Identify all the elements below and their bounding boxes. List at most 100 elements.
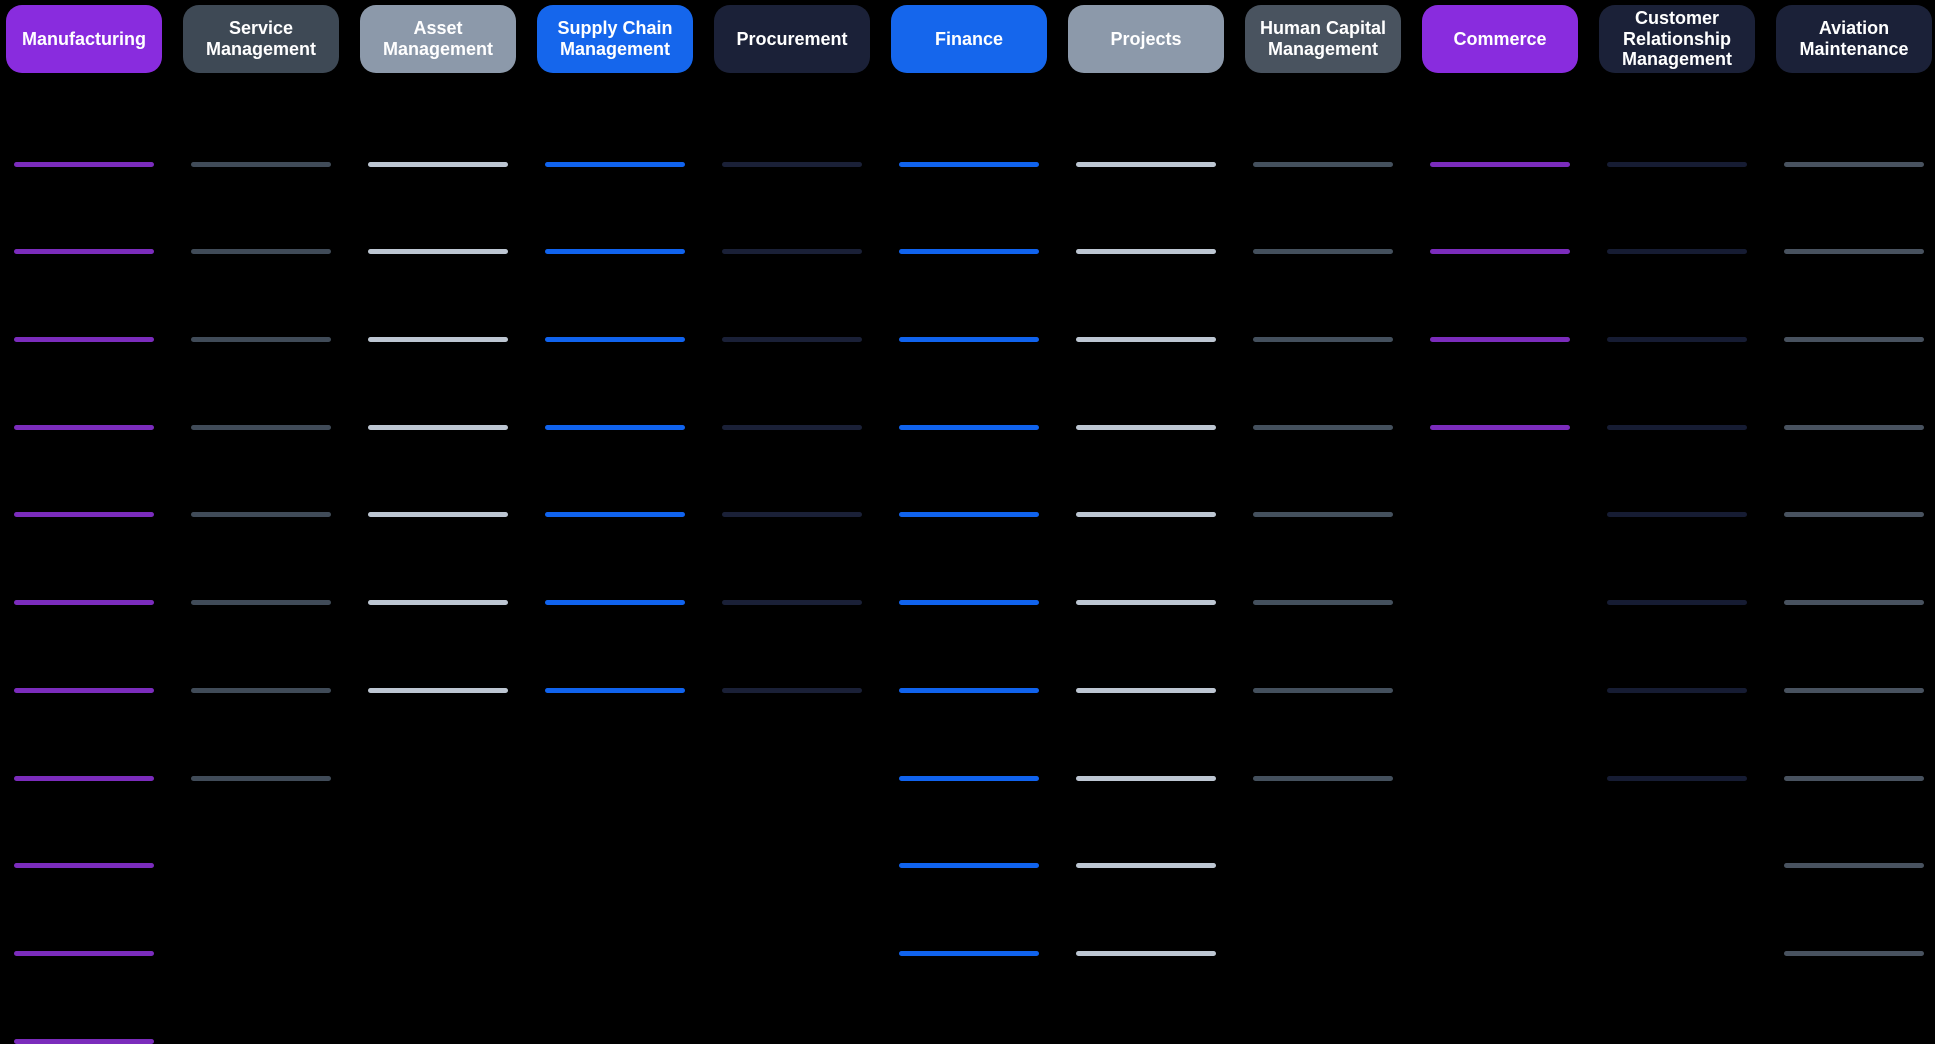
list-item[interactable] xyxy=(1245,693,1401,781)
list-item[interactable] xyxy=(1422,79,1578,167)
list-item[interactable] xyxy=(714,79,870,167)
list-item[interactable] xyxy=(1776,342,1932,430)
list-item[interactable] xyxy=(891,342,1047,430)
list-item[interactable] xyxy=(183,517,339,606)
list-item[interactable] xyxy=(1068,781,1224,869)
list-item[interactable] xyxy=(360,517,516,606)
list-item[interactable] xyxy=(1068,605,1224,693)
list-item[interactable] xyxy=(6,342,162,430)
list-item[interactable] xyxy=(183,605,339,693)
list-item[interactable] xyxy=(1068,868,1224,956)
list-item[interactable] xyxy=(714,254,870,343)
list-item[interactable] xyxy=(714,342,870,430)
list-item[interactable] xyxy=(714,167,870,255)
list-item[interactable] xyxy=(6,167,162,255)
list-item[interactable] xyxy=(183,693,339,781)
list-item[interactable] xyxy=(1599,254,1755,343)
list-item[interactable] xyxy=(1599,605,1755,693)
list-item[interactable] xyxy=(1776,693,1932,781)
list-item[interactable] xyxy=(1599,79,1755,167)
list-item[interactable] xyxy=(1776,517,1932,606)
list-item[interactable] xyxy=(6,693,162,781)
list-item[interactable] xyxy=(1068,430,1224,518)
list-item[interactable] xyxy=(891,605,1047,693)
list-item[interactable] xyxy=(537,79,693,167)
pill-finance[interactable]: Finance xyxy=(891,5,1047,73)
list-item[interactable] xyxy=(1245,605,1401,693)
list-item[interactable] xyxy=(1245,79,1401,167)
list-item[interactable] xyxy=(1068,517,1224,606)
list-item[interactable] xyxy=(6,868,162,956)
list-item[interactable] xyxy=(1245,167,1401,255)
list-item[interactable] xyxy=(183,79,339,167)
list-item[interactable] xyxy=(1245,342,1401,430)
list-item[interactable] xyxy=(1776,781,1932,869)
pill-supply-chain-management[interactable]: Supply Chain Management xyxy=(537,5,693,73)
list-item[interactable] xyxy=(6,430,162,518)
list-item[interactable] xyxy=(1599,167,1755,255)
list-item[interactable] xyxy=(6,79,162,167)
list-item[interactable] xyxy=(537,605,693,693)
list-item[interactable] xyxy=(537,342,693,430)
list-item[interactable] xyxy=(360,167,516,255)
list-item[interactable] xyxy=(891,517,1047,606)
list-item[interactable] xyxy=(183,430,339,518)
list-item[interactable] xyxy=(1599,517,1755,606)
list-item[interactable] xyxy=(891,693,1047,781)
list-item[interactable] xyxy=(6,781,162,869)
list-item[interactable] xyxy=(6,517,162,606)
list-item[interactable] xyxy=(360,430,516,518)
list-item[interactable] xyxy=(891,868,1047,956)
list-item[interactable] xyxy=(183,342,339,430)
pill-manufacturing[interactable]: Manufacturing xyxy=(6,5,162,73)
list-item[interactable] xyxy=(1068,342,1224,430)
list-item[interactable] xyxy=(1245,517,1401,606)
list-item[interactable] xyxy=(1776,167,1932,255)
list-item[interactable] xyxy=(360,254,516,343)
pill-projects[interactable]: Projects xyxy=(1068,5,1224,73)
list-item[interactable] xyxy=(1776,430,1932,518)
pill-service-management[interactable]: Service Management xyxy=(183,5,339,73)
list-item[interactable] xyxy=(891,254,1047,343)
list-item[interactable] xyxy=(6,605,162,693)
list-item[interactable] xyxy=(1245,430,1401,518)
list-item[interactable] xyxy=(1599,693,1755,781)
list-item[interactable] xyxy=(1776,605,1932,693)
list-item[interactable] xyxy=(360,342,516,430)
list-item[interactable] xyxy=(360,605,516,693)
list-item[interactable] xyxy=(1599,342,1755,430)
pill-asset-management[interactable]: Asset Management xyxy=(360,5,516,73)
list-item[interactable] xyxy=(1422,167,1578,255)
list-item[interactable] xyxy=(6,956,162,1044)
pill-customer-relationship-management[interactable]: Customer Relationship Management xyxy=(1599,5,1755,73)
list-item[interactable] xyxy=(1776,254,1932,343)
list-item[interactable] xyxy=(1422,254,1578,343)
list-item[interactable] xyxy=(1068,167,1224,255)
list-item[interactable] xyxy=(360,79,516,167)
pill-commerce[interactable]: Commerce xyxy=(1422,5,1578,73)
list-item[interactable] xyxy=(537,430,693,518)
list-item[interactable] xyxy=(1068,254,1224,343)
list-item[interactable] xyxy=(537,254,693,343)
list-item[interactable] xyxy=(537,167,693,255)
list-item[interactable] xyxy=(891,79,1047,167)
list-item[interactable] xyxy=(1599,430,1755,518)
list-item[interactable] xyxy=(1776,868,1932,956)
pill-procurement[interactable]: Procurement xyxy=(714,5,870,73)
list-item[interactable] xyxy=(537,517,693,606)
list-item[interactable] xyxy=(1068,79,1224,167)
list-item[interactable] xyxy=(1068,693,1224,781)
list-item[interactable] xyxy=(183,167,339,255)
list-item[interactable] xyxy=(183,254,339,343)
list-item[interactable] xyxy=(714,517,870,606)
list-item[interactable] xyxy=(891,781,1047,869)
pill-human-capital-management[interactable]: Human Capital Management xyxy=(1245,5,1401,73)
list-item[interactable] xyxy=(1245,254,1401,343)
list-item[interactable] xyxy=(6,254,162,343)
list-item[interactable] xyxy=(1776,79,1932,167)
list-item[interactable] xyxy=(891,167,1047,255)
list-item[interactable] xyxy=(891,430,1047,518)
list-item[interactable] xyxy=(714,605,870,693)
list-item[interactable] xyxy=(1422,342,1578,430)
list-item[interactable] xyxy=(714,430,870,518)
